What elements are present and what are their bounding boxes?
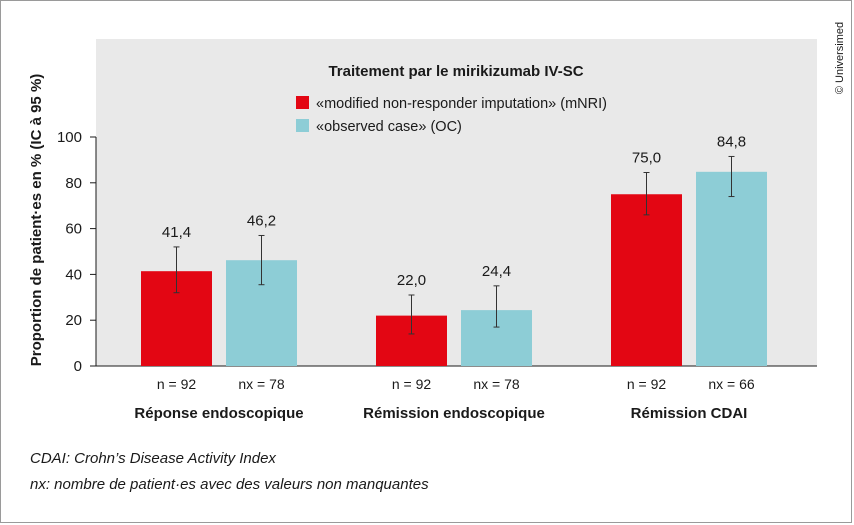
legend-title: Traitement par le mirikizumab IV-SC <box>328 63 583 80</box>
value-label: 41,4 <box>162 224 191 241</box>
footnote-cdai: CDAI: Crohn’s Disease Activity Index <box>30 450 276 467</box>
value-label: 84,8 <box>717 133 746 150</box>
n-label: nx = 66 <box>708 376 755 392</box>
y-tick-label: 100 <box>57 129 82 146</box>
bar <box>611 194 682 366</box>
footnote-nx: nx: nombre de patient·es avec des valeur… <box>30 476 429 493</box>
y-tick-label: 80 <box>65 175 82 192</box>
category-label: Réponse endoscopique <box>134 405 303 422</box>
legend: «modified non-responder imputation» (mNR… <box>296 96 607 135</box>
bars <box>141 155 767 366</box>
n-label: nx = 78 <box>238 376 285 392</box>
legend-swatch-mnri <box>296 96 309 109</box>
value-label: 46,2 <box>247 212 276 229</box>
y-tick-label: 0 <box>74 358 82 375</box>
legend-swatch-oc <box>296 119 309 132</box>
n-label: n = 92 <box>627 376 667 392</box>
n-label: n = 92 <box>392 376 432 392</box>
category-label: Rémission CDAI <box>631 405 748 422</box>
legend-label-mnri: «modified non-responder imputation» (mNR… <box>316 96 607 112</box>
y-tick-label: 40 <box>65 266 82 283</box>
n-label: nx = 78 <box>473 376 520 392</box>
n-label: n = 92 <box>157 376 197 392</box>
value-label: 24,4 <box>482 263 511 280</box>
legend-label-oc: «observed case» (OC) <box>316 119 462 135</box>
y-tick-label: 20 <box>65 312 82 329</box>
credit-text: © Universimed <box>834 22 846 94</box>
y-tick-label: 60 <box>65 221 82 238</box>
value-label: 75,0 <box>632 149 661 166</box>
y-axis-label: Proportion de patient·es en % (IC à 95 %… <box>28 74 45 367</box>
labels: 41,4 n = 92 46,2 nx = 78 Réponse endoscopiqu… <box>134 133 754 422</box>
value-label: 22,0 <box>397 272 426 289</box>
bar <box>696 171 767 366</box>
category-label: Rémission endoscopique <box>363 405 545 422</box>
